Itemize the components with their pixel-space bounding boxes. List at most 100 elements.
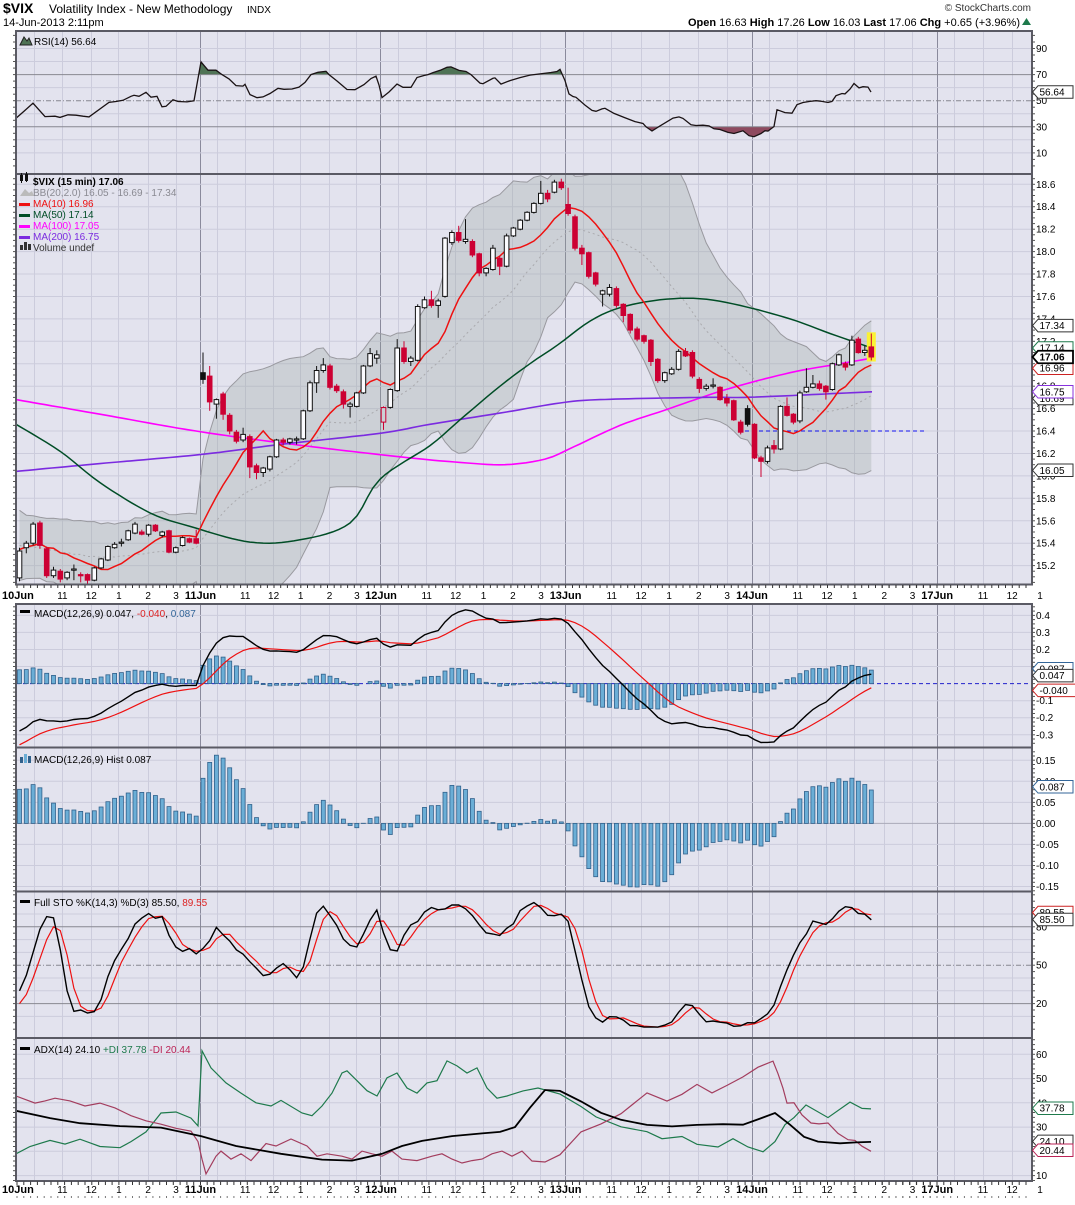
- svg-text:$VIX (15 min) 17.06: $VIX (15 min) 17.06: [33, 177, 124, 188]
- svg-text:17Jun: 17Jun: [921, 590, 953, 602]
- svg-text:3: 3: [538, 591, 544, 602]
- svg-text:11: 11: [57, 591, 68, 602]
- svg-text:1: 1: [116, 591, 122, 602]
- svg-text:85.50: 85.50: [1040, 915, 1065, 926]
- svg-text:2: 2: [327, 1185, 333, 1196]
- svg-text:0.3: 0.3: [1036, 628, 1050, 639]
- svg-text:Full STO %K(14,3) %D(3) 85.50,: Full STO %K(14,3) %D(3) 85.50, 89.55: [34, 898, 208, 909]
- svg-text:MA(100) 17.05: MA(100) 17.05: [33, 221, 100, 232]
- svg-text:1: 1: [666, 591, 672, 602]
- svg-text:15.8: 15.8: [1036, 494, 1056, 505]
- svg-text:3: 3: [354, 591, 360, 602]
- svg-text:$VIX: $VIX: [3, 0, 34, 16]
- svg-text:14Jun: 14Jun: [736, 1184, 768, 1196]
- svg-text:10: 10: [1036, 148, 1048, 159]
- svg-text:-0.15: -0.15: [1036, 882, 1059, 893]
- svg-text:16.2: 16.2: [1036, 449, 1056, 460]
- svg-text:11: 11: [240, 1185, 251, 1196]
- svg-text:MACD(12,26,9) Hist 0.087: MACD(12,26,9) Hist 0.087: [34, 755, 152, 766]
- svg-text:70: 70: [1036, 70, 1048, 81]
- svg-text:50: 50: [1036, 961, 1048, 972]
- svg-text:0.2: 0.2: [1036, 645, 1050, 656]
- svg-text:16.75: 16.75: [1040, 387, 1065, 398]
- svg-text:3: 3: [910, 591, 916, 602]
- svg-text:17.8: 17.8: [1036, 270, 1056, 281]
- svg-text:3: 3: [538, 1185, 544, 1196]
- svg-text:12: 12: [1007, 1185, 1019, 1196]
- svg-text:60: 60: [1036, 1050, 1048, 1061]
- svg-text:20: 20: [1036, 999, 1048, 1010]
- svg-text:© StockCharts.com: © StockCharts.com: [945, 3, 1031, 14]
- svg-text:12: 12: [268, 591, 280, 602]
- svg-text:-0.05: -0.05: [1036, 840, 1059, 851]
- svg-text:2: 2: [510, 1185, 516, 1196]
- svg-text:16.4: 16.4: [1036, 427, 1056, 438]
- svg-text:3: 3: [724, 591, 730, 602]
- svg-text:11: 11: [793, 591, 804, 602]
- svg-text:2: 2: [510, 591, 516, 602]
- svg-text:3: 3: [173, 591, 179, 602]
- svg-text:18.2: 18.2: [1036, 225, 1056, 236]
- svg-text:1: 1: [481, 591, 487, 602]
- svg-text:56.64: 56.64: [1040, 88, 1065, 99]
- svg-text:-0.3: -0.3: [1036, 730, 1054, 741]
- svg-text:2: 2: [696, 1185, 702, 1196]
- svg-text:14-Jun-2013 2:11pm: 14-Jun-2013 2:11pm: [3, 17, 104, 29]
- svg-text:0.4: 0.4: [1036, 611, 1050, 622]
- svg-text:MA(200) 16.75: MA(200) 16.75: [33, 232, 100, 243]
- svg-text:13Jun: 13Jun: [550, 590, 582, 602]
- svg-text:Volume undef: Volume undef: [33, 243, 94, 254]
- svg-text:14Jun: 14Jun: [736, 590, 768, 602]
- svg-text:12: 12: [821, 1185, 833, 1196]
- svg-text:13Jun: 13Jun: [550, 1184, 582, 1196]
- svg-text:MA(10) 16.96: MA(10) 16.96: [33, 199, 94, 210]
- svg-text:1: 1: [298, 591, 304, 602]
- svg-text:12: 12: [86, 591, 98, 602]
- svg-text:1: 1: [666, 1185, 672, 1196]
- svg-text:11: 11: [422, 591, 433, 602]
- svg-text:18.0: 18.0: [1036, 247, 1056, 258]
- svg-text:30: 30: [1036, 122, 1048, 133]
- svg-text:0.15: 0.15: [1036, 756, 1056, 767]
- svg-text:90: 90: [1036, 44, 1048, 55]
- svg-text:-0.2: -0.2: [1036, 713, 1054, 724]
- svg-text:20.44: 20.44: [1040, 1146, 1065, 1157]
- svg-text:1: 1: [852, 1185, 858, 1196]
- svg-text:30: 30: [1036, 1123, 1048, 1134]
- svg-text:12Jun: 12Jun: [365, 1184, 397, 1196]
- svg-text:17.6: 17.6: [1036, 292, 1056, 303]
- svg-text:17.34: 17.34: [1040, 321, 1065, 332]
- svg-text:RSI(14) 56.64: RSI(14) 56.64: [34, 37, 97, 48]
- svg-text:16.05: 16.05: [1040, 466, 1065, 477]
- svg-text:3: 3: [173, 1185, 179, 1196]
- svg-text:17Jun: 17Jun: [921, 1184, 953, 1196]
- svg-text:2: 2: [327, 591, 333, 602]
- svg-text:11Jun: 11Jun: [185, 1184, 216, 1196]
- svg-text:12Jun: 12Jun: [365, 590, 397, 602]
- svg-text:10: 10: [1036, 1171, 1048, 1182]
- svg-text:11: 11: [793, 1185, 804, 1196]
- svg-text:12: 12: [86, 1185, 98, 1196]
- svg-text:ADX(14) 24.10 +DI 37.78 -DI 20: ADX(14) 24.10 +DI 37.78 -DI 20.44: [34, 1045, 191, 1056]
- svg-text:INDX: INDX: [247, 5, 271, 16]
- svg-text:12: 12: [450, 1185, 462, 1196]
- svg-text:16.96: 16.96: [1040, 364, 1065, 375]
- svg-text:12: 12: [636, 1185, 648, 1196]
- svg-text:3: 3: [724, 1185, 730, 1196]
- svg-text:12: 12: [268, 1185, 280, 1196]
- svg-text:12: 12: [636, 591, 648, 602]
- svg-text:17.06: 17.06: [1040, 353, 1065, 364]
- svg-text:2: 2: [145, 591, 151, 602]
- svg-text:-0.10: -0.10: [1036, 861, 1059, 872]
- svg-text:11: 11: [422, 1185, 433, 1196]
- svg-text:BB(20,2.0) 16.05 - 16.69 - 17.: BB(20,2.0) 16.05 - 16.69 - 17.34: [33, 188, 177, 199]
- svg-text:11: 11: [978, 591, 989, 602]
- svg-text:1: 1: [852, 591, 858, 602]
- svg-text:11: 11: [607, 1185, 618, 1196]
- svg-text:3: 3: [354, 1185, 360, 1196]
- svg-text:2: 2: [145, 1185, 151, 1196]
- svg-text:11: 11: [978, 1185, 989, 1196]
- svg-text:Open 16.63 High 17.26 Low 16.0: Open 16.63 High 17.26 Low 16.03 Last 17.…: [688, 17, 1020, 29]
- svg-text:0.087: 0.087: [1040, 782, 1065, 793]
- svg-text:1: 1: [1037, 1185, 1043, 1196]
